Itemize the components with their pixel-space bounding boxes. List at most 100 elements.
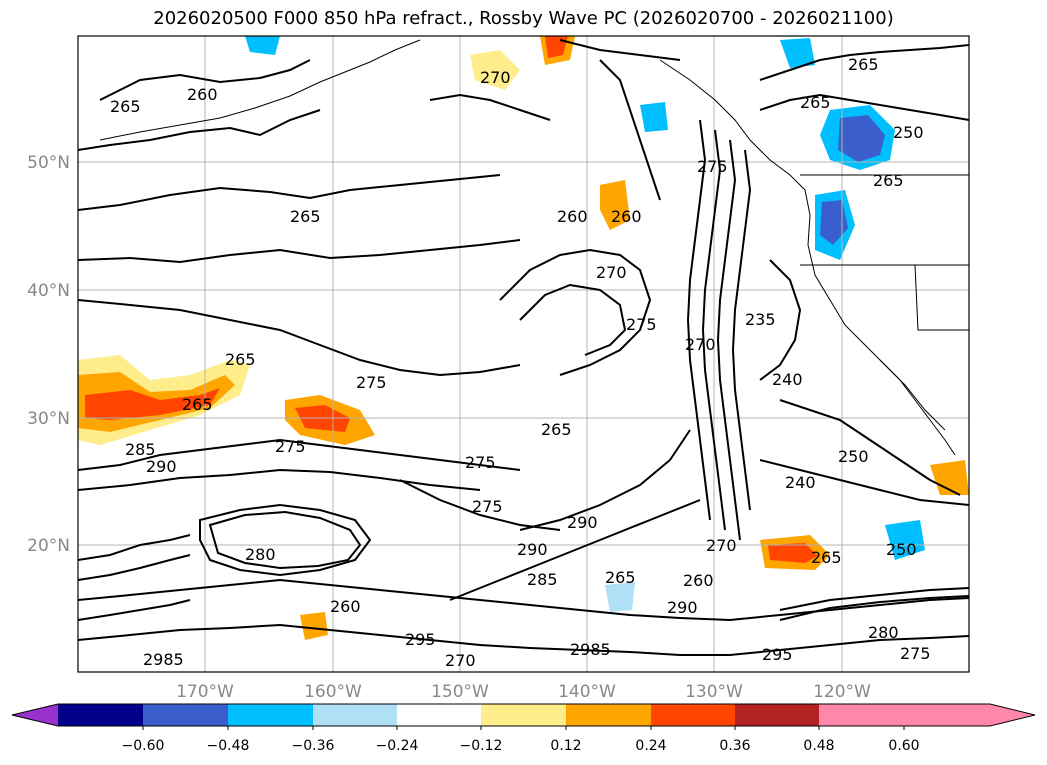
contour-label: 275: [356, 373, 387, 392]
colorbar-tick-label: −0.48: [207, 738, 250, 754]
contour-21: [78, 623, 969, 656]
contour-29: [78, 534, 191, 561]
contour-label: 265: [873, 171, 904, 190]
contour-14: [759, 93, 969, 121]
colorbar-extend-left: [12, 704, 58, 726]
colorbar-bin: [566, 704, 651, 726]
contour-12: [731, 149, 752, 511]
contour-label: 275: [626, 315, 657, 334]
colorbar: −0.60 −0.48 −0.36 −0.24 −0.12 0.12 0.24 …: [11, 703, 1036, 754]
contour-label: 270: [706, 536, 737, 555]
contour-label: 250: [838, 447, 869, 466]
contour-label: 260: [683, 571, 714, 590]
longitude-labels: 170°W 160°W 150°W 140°W 130°W 120°W: [176, 682, 871, 702]
map-title: 2026020500 F000 850 hPa refract., Rossby…: [153, 8, 894, 29]
contour-9: [686, 119, 711, 521]
colorbar-tick-label: 0.12: [550, 738, 581, 754]
contour-label: 265: [848, 55, 879, 74]
contour-label: 285: [527, 570, 558, 589]
state-boundary-3: [914, 264, 969, 331]
colorbar-bin: [397, 704, 481, 726]
contour-11: [716, 139, 741, 541]
contour-label: 2985: [143, 650, 184, 669]
lon-label-120w: 120°W: [813, 682, 871, 702]
contour-17: [759, 459, 969, 506]
contour-15: [759, 259, 802, 381]
contour-label: 275: [275, 437, 306, 456]
blue-region-ne2-core: [820, 200, 848, 245]
contour-3: [78, 174, 501, 211]
contour-label: 285: [125, 440, 156, 459]
contour-25: [208, 510, 362, 570]
contour-32: [559, 39, 681, 61]
contour-18: [78, 438, 521, 471]
colorbar-bin: [481, 704, 566, 726]
colorbar-bin: [228, 704, 313, 726]
contour-26: [519, 429, 691, 531]
contour-label: 275: [465, 453, 496, 472]
orange-region-north2: [470, 50, 520, 90]
contour-33: [429, 93, 551, 121]
contour-label: 270: [445, 651, 476, 670]
blue-region-nw: [245, 36, 280, 55]
contour-label: 280: [245, 545, 276, 564]
contour-label: 270: [685, 335, 716, 354]
west-coast-north-america: [804, 189, 956, 456]
contour-label: 260: [611, 207, 642, 226]
contour-label: 290: [517, 540, 548, 559]
colorbar-tick-label: 0.48: [803, 738, 834, 754]
latitude-labels: 50°N 40°N 30°N 20°N: [27, 153, 70, 556]
contour-label: 265: [225, 350, 256, 369]
colorbar-bin: [313, 704, 397, 726]
colorbar-bin: [651, 704, 735, 726]
contour-27: [449, 499, 701, 601]
contour-30: [78, 554, 191, 581]
contour-8: [599, 59, 661, 201]
lon-label-160w: 160°W: [304, 682, 362, 702]
contour-label: 260: [557, 207, 588, 226]
contour-label: 265: [811, 548, 842, 567]
contour-label: 260: [330, 597, 361, 616]
lat-label-40n: 40°N: [27, 281, 70, 301]
contour-7: [519, 283, 627, 356]
blue-region-ne-core: [838, 115, 885, 162]
coastlines: [99, 39, 969, 456]
contour-labels: 265 260 270 265 250 265 265 260 260 270 …: [110, 55, 931, 670]
contour-label: 270: [480, 68, 511, 87]
alaska-panhandle-coast: [659, 59, 806, 191]
alaska-peninsula-coast: [99, 39, 421, 141]
contour-label: 265: [182, 395, 213, 414]
contour-lines: [78, 39, 969, 656]
colorbar-tick-label: 0.24: [635, 738, 666, 754]
contour-22: [779, 587, 969, 611]
contour-label: 290: [146, 457, 177, 476]
colorbar-bin: [58, 704, 143, 726]
contour-label: 265: [290, 207, 321, 226]
contour-31: [78, 599, 191, 621]
contour-label: 240: [772, 370, 803, 389]
contour-label: 235: [745, 310, 776, 329]
contour-label: 275: [472, 497, 503, 516]
colorbar-outline: [11, 703, 1036, 727]
contour-label: 260: [187, 85, 218, 104]
blue-region-n: [640, 102, 668, 132]
contour-20: [78, 578, 969, 622]
contour-label: 275: [697, 157, 728, 176]
red-region-west-core: [85, 388, 220, 420]
colorbar-tick-label: −0.24: [376, 738, 419, 754]
colorbar-bin: [143, 704, 228, 726]
colorbar-tick-label: −0.36: [292, 738, 335, 754]
lat-label-50n: 50°N: [27, 153, 70, 173]
contour-label: 265: [800, 93, 831, 112]
contour-label: 275: [900, 644, 931, 663]
orange-region-sw: [300, 612, 328, 640]
contour-1: [78, 109, 321, 151]
orange-region-coast: [600, 180, 630, 230]
contour-label: 295: [762, 645, 793, 664]
contour-label: 295: [405, 630, 436, 649]
contour-28: [399, 479, 561, 531]
contour-label: 290: [567, 513, 598, 532]
colorbar-tick-label: −0.60: [122, 738, 165, 754]
blue-region-n2: [780, 38, 815, 68]
